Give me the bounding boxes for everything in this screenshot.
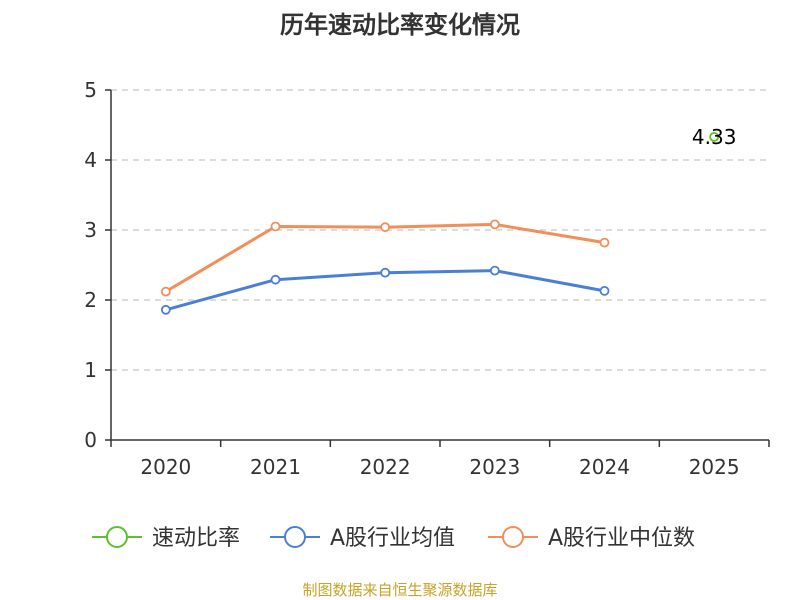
y-tick-label-1: 1 [84,358,97,382]
point-1-2022 [380,267,391,278]
x-tick-label-2021: 2021 [250,455,301,479]
legend-marker-0 [106,526,128,548]
source-note: 制图数据来自恒生聚源数据库 [302,581,497,599]
x-tick-label-2022: 2022 [360,455,411,479]
legend-marker-1 [284,526,306,548]
legend: 速动比率 A股行业均值 A股行业中位数 [92,526,695,551]
legend-label-1: A股行业均值 [330,526,455,551]
gridlines [111,89,769,371]
x-tick-label-2020: 2020 [140,455,191,479]
series-0: 4.33 [692,125,737,149]
point-1-2020 [160,304,171,315]
series-group: 4.33 [160,125,737,315]
x-tick-label-2024: 2024 [579,455,630,479]
point-1-2023 [489,265,500,276]
y-tick-label-2: 2 [84,288,97,312]
x-tick-label-2023: 2023 [469,455,520,479]
point-0-2025 [709,131,720,142]
legend-item-1[interactable]: A股行业均值 [270,526,455,551]
data-label-0-2025: 4.33 [692,125,737,149]
series-1 [160,265,610,315]
series-line-2 [165,222,605,293]
point-1-2021 [270,274,281,285]
point-2-2023 [489,219,500,230]
legend-item-0[interactable]: 速动比率 [92,526,240,551]
x-tick-label-2025: 2025 [689,455,740,479]
chart-title: 历年速动比率变化情况 [280,11,520,39]
point-2-2024 [599,237,610,248]
y-tick-label-0: 0 [84,428,97,452]
legend-marker-2 [502,526,524,548]
legend-label-0: 速动比率 [152,526,240,551]
series-2 [160,219,610,297]
legend-label-2: A股行业中位数 [548,526,695,551]
legend-item-2[interactable]: A股行业中位数 [488,526,695,551]
y-tick-label-3: 3 [84,218,97,242]
axes: 0 1 2 3 4 5 2020 2021 2022 2023 2024 2025 [84,78,770,479]
y-tick-label-4: 4 [84,148,97,172]
y-tick-label-5: 5 [84,78,97,102]
point-2-2022 [380,222,391,233]
point-2-2021 [270,221,281,232]
point-1-2024 [599,285,610,296]
point-2-2020 [160,286,171,297]
